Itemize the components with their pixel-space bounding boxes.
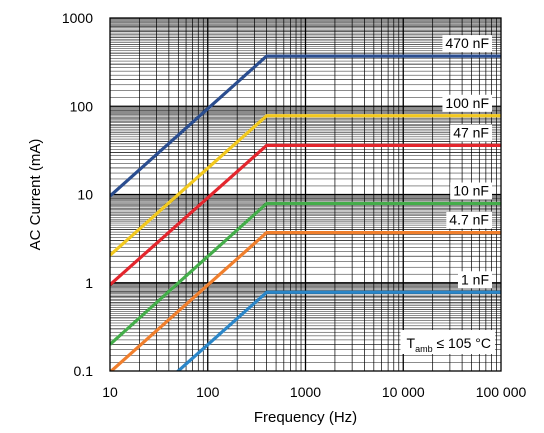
y-axis-ticks: 0.1 1 10 100 1000 (62, 10, 93, 379)
series-label: 4.7 nF (449, 212, 489, 228)
series-line (110, 231, 501, 371)
y-axis-label: AC Current (mA) (27, 139, 44, 251)
y-tick-label: 10 (77, 187, 93, 203)
series-line (110, 143, 501, 286)
x-tick-label: 10 000 (382, 384, 425, 400)
series-label-background (446, 211, 492, 229)
series-label-background (450, 124, 492, 142)
x-tick-label: 1000 (290, 384, 321, 400)
series-label-background (450, 182, 492, 200)
series-line (110, 201, 501, 346)
y-tick-label: 1000 (62, 10, 93, 26)
x-tick-label: 100 000 (476, 384, 527, 400)
series-label-background (442, 94, 492, 112)
series-lines (110, 54, 501, 371)
annotation-background (400, 330, 495, 354)
series-label: 47 nF (453, 124, 489, 140)
series-label: 1 nF (461, 271, 489, 287)
series-label-background (457, 271, 492, 289)
x-tick-label: 100 (196, 384, 220, 400)
series-label: 470 nF (445, 35, 489, 51)
series-labels: 470 nF 100 nF 47 nF 10 nF 4.7 nF 1 nF (442, 35, 492, 289)
plot-frame (109, 17, 502, 372)
series-label: 10 nF (453, 183, 489, 199)
x-axis-label: Frequency (Hz) (254, 409, 357, 426)
series-line (110, 54, 501, 198)
series-label: 100 nF (445, 95, 489, 111)
temperature-annotation-text: Tamb ≤ 105 °C (407, 335, 492, 354)
series-line (110, 114, 501, 257)
y-tick-label: 100 (70, 98, 94, 114)
x-axis-ticks: 10 100 1000 10 000 100 000 (102, 384, 526, 400)
x-tick-label: 10 (102, 384, 118, 400)
temperature-annotation: Tamb ≤ 105 °C (400, 330, 495, 354)
series-line (175, 290, 501, 371)
y-tick-label: 1 (85, 275, 93, 291)
series-label-background (442, 35, 492, 53)
y-tick-label: 0.1 (74, 363, 94, 379)
